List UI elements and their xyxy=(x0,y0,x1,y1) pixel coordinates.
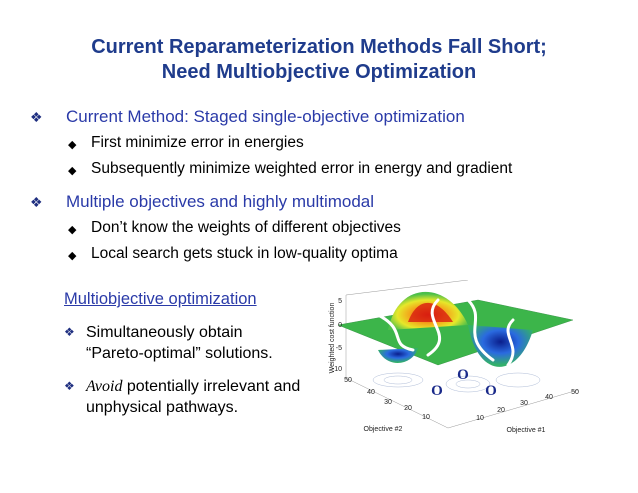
x-axis-label: Objective #1 xyxy=(507,427,546,434)
bullet-icon: ◆ xyxy=(68,165,77,177)
title-line: Current Reparameterization Methods Fall … xyxy=(91,36,547,58)
bullet: Current Method: Staged single-objective … xyxy=(66,107,465,126)
y-tick-label: 30 xyxy=(384,399,392,406)
box-item: Avoid potentially irrelevant and unphysi… xyxy=(86,376,301,418)
contours xyxy=(372,372,541,393)
optimum-marker: O xyxy=(485,383,497,399)
x-tick-label: 10 xyxy=(476,415,484,422)
y-tick-label: 10 xyxy=(422,414,430,421)
x-tick-label: 30 xyxy=(520,400,528,407)
y-tick-label: 50 xyxy=(344,377,352,384)
bullet-icon: ❖ xyxy=(64,325,75,339)
sub-bullet: Don’t know the weights of different obje… xyxy=(91,219,401,236)
surface-plot: 5 0 -5 -10 Weighted cost function 50 40 … xyxy=(329,280,579,434)
y-axis-label: Objective #2 xyxy=(364,426,403,433)
bullet-icon: ❖ xyxy=(30,194,43,210)
optimum-marker: O xyxy=(457,367,469,383)
y-tick-label: 40 xyxy=(367,389,375,396)
bullet-icon: ◆ xyxy=(68,250,77,262)
optimum-marker: O xyxy=(431,383,443,399)
x-tick-label: 50 xyxy=(571,389,579,396)
bullet-icon: ❖ xyxy=(30,109,43,125)
pathways xyxy=(376,298,515,367)
z-tick-label: 5 xyxy=(338,298,342,305)
title-line: Need Multiobjective Optimization xyxy=(161,61,477,83)
bullet-icon: ❖ xyxy=(64,379,75,393)
z-tick-label: 0 xyxy=(338,322,342,329)
box-heading: Multiobjective optimization xyxy=(64,290,257,308)
bullet-icon: ◆ xyxy=(68,139,77,151)
bullet-icon: ◆ xyxy=(68,224,77,236)
sub-bullet: Subsequently minimize weighted error in … xyxy=(91,160,513,177)
sub-bullet: Local search gets stuck in low-quality o… xyxy=(91,245,398,262)
emphasis: Avoid xyxy=(86,378,123,395)
z-tick-label: -10 xyxy=(332,366,342,373)
y-tick-label: 20 xyxy=(404,405,412,412)
surface-peak-top xyxy=(408,302,453,322)
bullet: Multiple objectives and highly multimoda… xyxy=(66,192,375,211)
box-item: Simultaneously obtain “Pareto-optimal” s… xyxy=(86,324,273,362)
text: potentially irrelevant and unphysical pa… xyxy=(86,378,301,416)
x-tick-label: 40 xyxy=(545,394,553,401)
axes xyxy=(345,280,579,429)
x-tick-label: 20 xyxy=(497,407,505,414)
surface-well xyxy=(378,348,418,363)
z-axis-label: Weighted cost function xyxy=(329,303,336,374)
sub-bullet: First minimize error in energies xyxy=(91,134,304,151)
z-tick-label: -5 xyxy=(336,345,342,352)
surface-well xyxy=(468,325,533,367)
